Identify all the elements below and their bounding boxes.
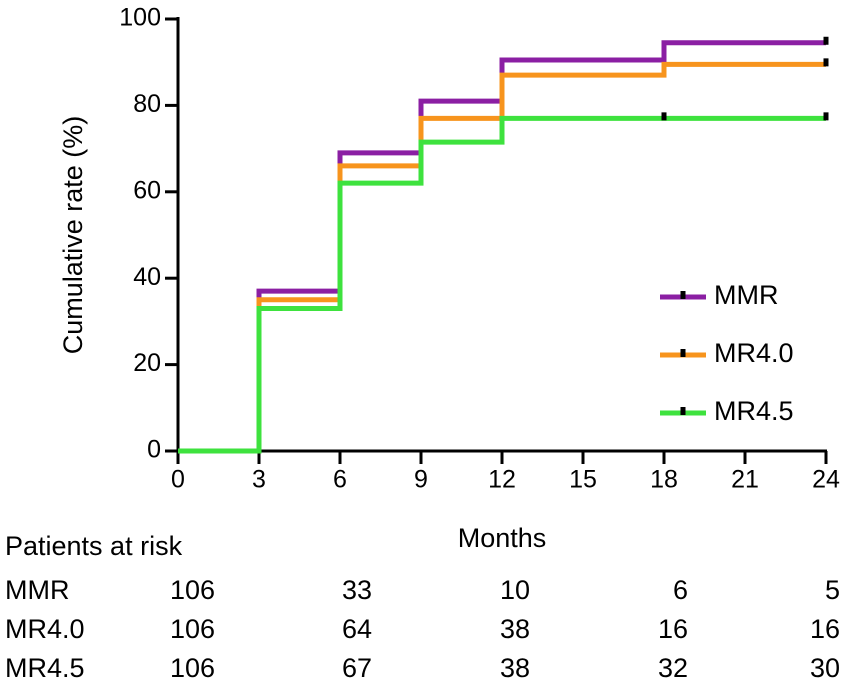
y-axis-label: Cumulative rate (%) [58,116,88,355]
x-tick-label: 21 [731,466,759,494]
risk-value: 16 [810,614,840,644]
x-tick-label: 3 [252,466,266,494]
risk-value: 5 [825,575,840,605]
risk-value: 38 [500,653,530,683]
x-tick-label: 12 [488,466,516,494]
risk-value: 32 [658,653,688,683]
y-tick-label: 40 [133,263,161,291]
censor-mark [823,58,829,67]
x-tick-label: 0 [171,466,185,494]
y-tick-label: 0 [147,436,161,464]
x-tick-label: 24 [812,466,840,494]
step-line [178,115,826,454]
risk-value: 64 [342,614,372,644]
risk-value: 106 [170,614,215,644]
legend-censor [680,349,686,357]
y-tick-label: 20 [133,349,161,377]
legend-label: MR4.5 [714,396,794,426]
legend-label: MMR [714,280,778,310]
risk-value: 16 [658,614,688,644]
legend-label: MR4.0 [714,338,794,368]
censor-mark [823,36,829,45]
x-tick-label: 15 [569,466,597,494]
risk-value: 10 [500,575,530,605]
risk-value: 38 [500,614,530,644]
censor-mark [823,112,829,121]
risk-value: 67 [342,653,372,683]
risk-row-label: MR4.0 [5,614,85,644]
x-tick-label: 9 [414,466,428,494]
risk-value: 33 [342,575,372,605]
risk-table-title: Patients at risk [5,531,183,561]
y-tick-label: 100 [119,4,161,32]
legend-censor [680,407,686,415]
risk-row-label: MMR [5,575,69,605]
risk-value: 106 [170,575,215,605]
x-tick-label: 18 [650,466,678,494]
x-axis-label: Months [458,523,547,553]
risk-value: 6 [673,575,688,605]
risk-row-label: MR4.5 [5,653,85,683]
y-tick-label: 60 [133,176,161,204]
y-tick-label: 80 [133,90,161,118]
censor-mark [661,112,667,121]
x-tick-label: 6 [333,466,347,494]
risk-value: 106 [170,653,215,683]
risk-value: 30 [810,653,840,683]
legend-censor [680,291,686,299]
